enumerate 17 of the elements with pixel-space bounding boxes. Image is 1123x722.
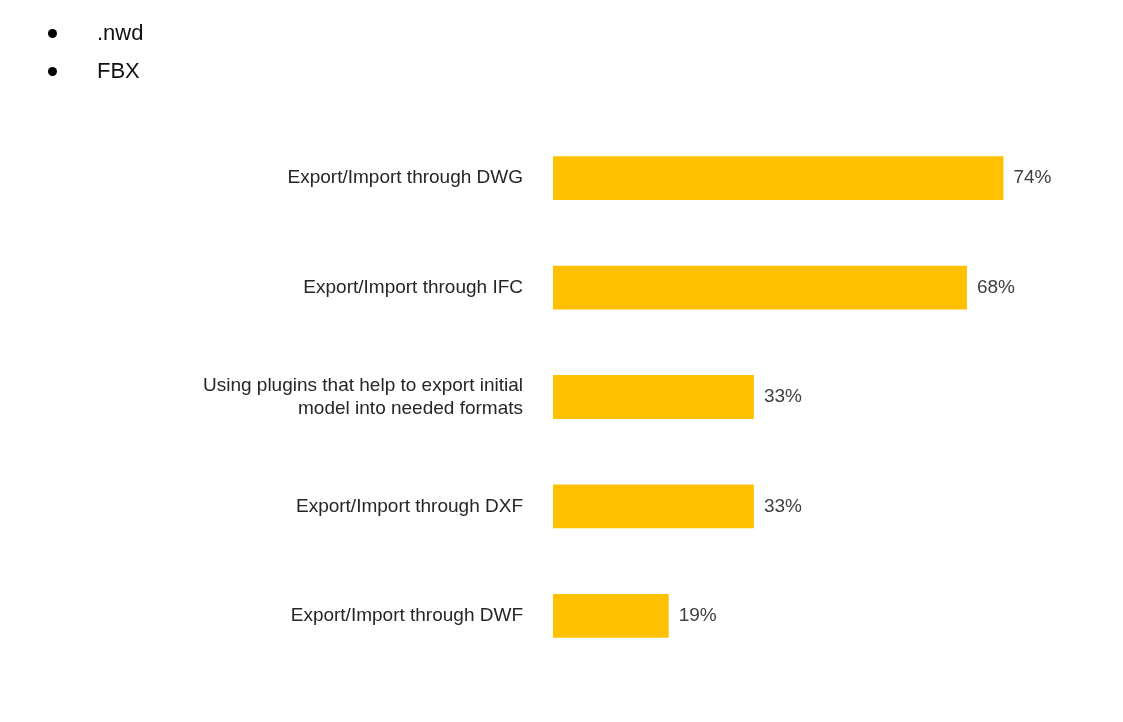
y-tick-label: Export/Import through DXF [295,494,523,516]
bar [553,156,1004,201]
text: .nwd [97,20,144,46]
data-label: 68% [976,275,1016,297]
data-label: 33% [763,494,803,516]
y-tick-label: Using plugins that help to export initial model into needed formats [202,373,523,418]
bar [553,265,967,310]
y-tick-label: Export/Import through DWF [290,604,523,626]
data-label: 19% [678,604,717,626]
y-tick-label: Export/Import through IFC [303,275,523,297]
bar [553,593,669,638]
bar [553,375,754,419]
text: FBX [97,58,140,84]
data-label: 33% [763,385,803,407]
data-label: 74% [1013,166,1052,188]
bar [553,484,754,529]
y-tick-label: Export/Import through DWG [287,166,523,188]
